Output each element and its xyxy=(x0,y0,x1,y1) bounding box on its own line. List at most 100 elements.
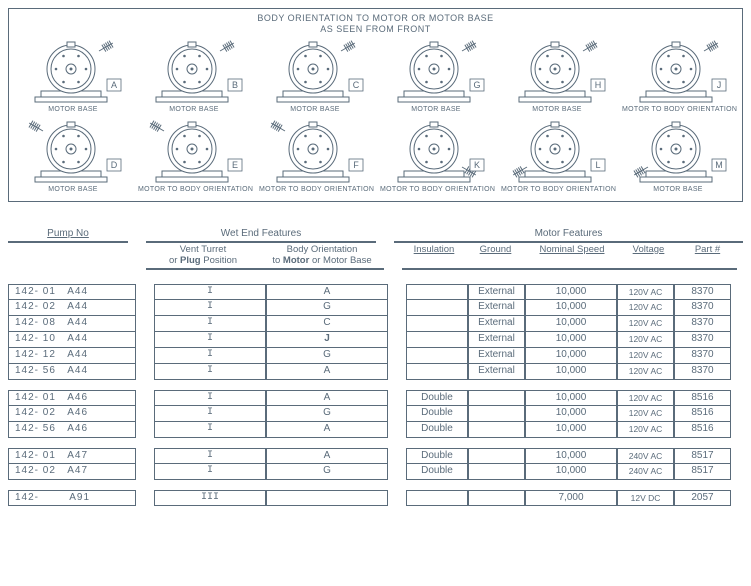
hdr-wet-end: Wet End Features xyxy=(146,226,376,243)
cell-insulation xyxy=(406,364,468,380)
cell-nominal-speed: 7,000 xyxy=(525,490,617,506)
pump-icon: J xyxy=(626,39,730,105)
cell-body-orientation: G xyxy=(266,406,388,422)
cell-pump-no: 142- 10 A44 xyxy=(8,332,136,348)
diagram-caption: MOTOR BASE xyxy=(259,106,371,113)
diagram-cell-J: J MOTOR TO BODY ORIENTATION xyxy=(622,39,734,113)
table-row: 142- A91III7,00012V DC2057 xyxy=(8,490,743,506)
cell-voltage: 120V AC xyxy=(617,316,674,332)
cell-vent-turret: I xyxy=(154,332,266,348)
pump-icon: A xyxy=(21,39,125,105)
diagram-caption: MOTOR TO BODY ORIENTATION xyxy=(622,106,734,113)
diagram-caption: MOTOR TO BODY ORIENTATION xyxy=(138,186,250,193)
cell-vent-turret: III xyxy=(154,490,266,506)
cell-pump-no: 142- 56 A44 xyxy=(8,364,136,380)
diagram-caption: MOTOR BASE xyxy=(17,186,129,193)
cell-insulation: Double xyxy=(406,390,468,406)
cell-part-number: 8516 xyxy=(674,406,731,422)
orientation-diagram-panel: BODY ORIENTATION TO MOTOR OR MOTOR BASE … xyxy=(8,8,743,202)
cell-nominal-speed: 10,000 xyxy=(525,422,617,438)
cell-voltage: 120V AC xyxy=(617,390,674,406)
diagram-cell-F: F MOTOR TO BODY ORIENTATION xyxy=(259,119,371,193)
cell-pump-no: 142- 01 A47 xyxy=(8,448,136,464)
table-row: 142- 02 A47IGDouble10,000240V AC8517 xyxy=(8,464,743,480)
diagram-title-line2: AS SEEN FROM FRONT xyxy=(320,24,431,34)
diagram-cell-G: G MOTOR BASE xyxy=(380,39,492,113)
diagram-cell-C: C MOTOR BASE xyxy=(259,39,371,113)
diagram-grid: A MOTOR BASE B MOTOR BASE xyxy=(17,39,734,193)
diagram-caption: MOTOR BASE xyxy=(380,106,492,113)
diagram-caption: MOTOR TO BODY ORIENTATION xyxy=(259,186,371,193)
cell-insulation xyxy=(406,284,468,300)
diagram-cell-B: B MOTOR BASE xyxy=(138,39,250,113)
cell-body-orientation: A xyxy=(266,390,388,406)
diagram-cell-H: H MOTOR BASE xyxy=(501,39,613,113)
cell-part-number: 8370 xyxy=(674,348,731,364)
pump-icon: D xyxy=(21,119,125,185)
cell-insulation: Double xyxy=(406,406,468,422)
cell-body-orientation: C xyxy=(266,316,388,332)
cell-ground xyxy=(468,464,525,480)
table-row: 142- 56 A46IADouble10,000120V AC8516 xyxy=(8,422,743,438)
cell-part-number: 8370 xyxy=(674,284,731,300)
cell-nominal-speed: 10,000 xyxy=(525,448,617,464)
diagram-title-line1: BODY ORIENTATION TO MOTOR OR MOTOR BASE xyxy=(257,13,493,23)
pump-icon: L xyxy=(505,119,609,185)
cell-vent-turret: I xyxy=(154,316,266,332)
cell-nominal-speed: 10,000 xyxy=(525,316,617,332)
cell-ground xyxy=(468,422,525,438)
diagram-caption: MOTOR BASE xyxy=(138,106,250,113)
cell-ground xyxy=(468,490,525,506)
cell-pump-no: 142- 01 A44 xyxy=(8,284,136,300)
pump-icon: K xyxy=(384,119,488,185)
cell-pump-no: 142- 08 A44 xyxy=(8,316,136,332)
cell-ground: External xyxy=(468,284,525,300)
cell-pump-no: 142- 56 A46 xyxy=(8,422,136,438)
subhdr-voltage: Voltage xyxy=(619,244,678,271)
cell-ground: External xyxy=(468,364,525,380)
subhdr-insulation: Insulation xyxy=(402,244,466,271)
svg-text:F: F xyxy=(353,160,359,170)
subhdr-body-orientation: Body Orientation to Motor or Motor Base xyxy=(260,244,384,271)
diagram-cell-A: A MOTOR BASE xyxy=(17,39,129,113)
cell-part-number: 8516 xyxy=(674,390,731,406)
svg-text:K: K xyxy=(474,160,480,170)
svg-text:L: L xyxy=(595,160,600,170)
svg-text:J: J xyxy=(717,80,722,90)
cell-voltage: 240V AC xyxy=(617,448,674,464)
cell-nominal-speed: 10,000 xyxy=(525,284,617,300)
cell-body-orientation: A xyxy=(266,448,388,464)
cell-part-number: 8370 xyxy=(674,332,731,348)
cell-part-number: 8516 xyxy=(674,422,731,438)
cell-body-orientation xyxy=(266,490,388,506)
cell-voltage: 120V AC xyxy=(617,332,674,348)
table-body: 142- 01 A44IAExternal10,000120V AC837014… xyxy=(8,284,743,506)
cell-part-number: 8370 xyxy=(674,364,731,380)
cell-ground: External xyxy=(468,316,525,332)
diagram-caption: MOTOR TO BODY ORIENTATION xyxy=(380,186,492,193)
cell-body-orientation: A xyxy=(266,422,388,438)
diagram-cell-K: K MOTOR TO BODY ORIENTATION xyxy=(380,119,492,193)
cell-voltage: 240V AC xyxy=(617,464,674,480)
pump-icon: G xyxy=(384,39,488,105)
cell-body-orientation: G xyxy=(266,464,388,480)
diagram-caption: MOTOR BASE xyxy=(17,106,129,113)
diagram-caption: MOTOR BASE xyxy=(622,186,734,193)
cell-voltage: 120V AC xyxy=(617,348,674,364)
cell-voltage: 120V AC xyxy=(617,364,674,380)
cell-body-orientation: G xyxy=(266,348,388,364)
hdr-motor-features: Motor Features xyxy=(394,226,743,243)
diagram-cell-M: M MOTOR BASE xyxy=(622,119,734,193)
cell-nominal-speed: 10,000 xyxy=(525,464,617,480)
spec-table: Pump No Wet End Features Motor Features … xyxy=(8,226,743,507)
table-row: 142- 01 A47IADouble10,000240V AC8517 xyxy=(8,448,743,464)
table-group: 142- 01 A47IADouble10,000240V AC8517142-… xyxy=(8,448,743,480)
diagram-caption: MOTOR BASE xyxy=(501,106,613,113)
cell-vent-turret: I xyxy=(154,406,266,422)
cell-pump-no: 142- 02 A47 xyxy=(8,464,136,480)
cell-vent-turret: I xyxy=(154,448,266,464)
cell-voltage: 120V AC xyxy=(617,284,674,300)
svg-text:E: E xyxy=(232,160,238,170)
table-row: 142- 01 A44IAExternal10,000120V AC8370 xyxy=(8,284,743,300)
table-header-row2: Vent Turret or Plug Position Body Orient… xyxy=(8,244,743,271)
